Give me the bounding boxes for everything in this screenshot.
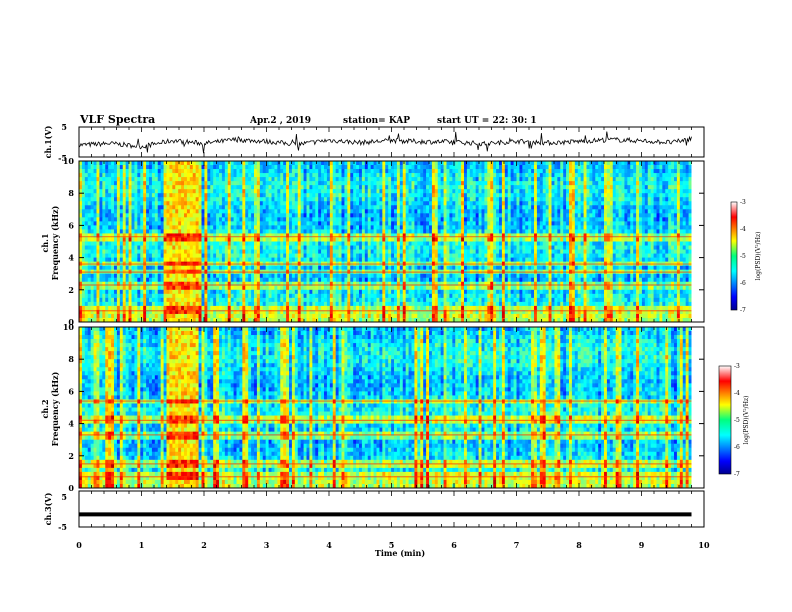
ch3-ytick-bottom: -5 xyxy=(58,522,67,532)
start-time-label: start UT = 22: 30: 1 xyxy=(437,116,537,126)
ch1-waveform-trace xyxy=(78,131,692,154)
time-tick-label: 2 xyxy=(201,540,207,550)
ch1-colorbar-tick: -5 xyxy=(740,253,746,260)
time-tick-label: 1 xyxy=(139,540,145,550)
time-tick-label: 5 xyxy=(389,540,395,550)
ch1-ytick-top: 5 xyxy=(61,122,67,132)
ch2-ytick-label: 10 xyxy=(63,322,75,332)
ch2-frequency-ylabel: Frequency (kHz) xyxy=(50,371,60,446)
ch1-ytick-label: 2 xyxy=(68,285,74,295)
ch1-colorbar-tick: -4 xyxy=(740,226,746,233)
ch2-colorbar-gradient xyxy=(718,365,732,475)
ch2-colorbar-tick: -7 xyxy=(734,471,740,478)
time-axis-label: Time (min) xyxy=(375,548,425,558)
ch2-spectrogram-panel: 0 2 4 6 8 10 ch.2 Frequency (kHz) xyxy=(40,322,705,493)
time-tick-label: 7 xyxy=(514,540,520,550)
ch2-ytick-label: 2 xyxy=(68,451,74,461)
ch1-colorbar-label: log(PSD)(V²/Hz) xyxy=(755,232,762,281)
time-tick-label: 4 xyxy=(326,540,332,550)
ch1-waveform-panel: 5 -5 ch.1(V) xyxy=(43,122,705,163)
ch3-waveform-panel: 5 -5 ch.3(V) xyxy=(43,490,705,532)
date-label: Apr.2 , 2019 xyxy=(249,116,311,126)
time-tick-label: 3 xyxy=(264,540,270,550)
ch2-colorbar-tick: -5 xyxy=(734,417,740,424)
ch1-colorbar: -3 -4 -5 -6 -7 log(PSD)(V²/Hz) xyxy=(730,199,762,314)
ch1-colorbar-tick: -6 xyxy=(740,280,746,287)
ch2-ytick-label: 8 xyxy=(68,354,74,364)
ch3-waveform-ylabel: ch.3(V) xyxy=(43,492,53,525)
ch1-frequency-ylabel: Frequency (kHz) xyxy=(50,205,60,280)
time-tick-label: 6 xyxy=(451,540,457,550)
ch1-ytick-label: 10 xyxy=(63,156,75,166)
ch1-waveform-ylabel: ch.1(V) xyxy=(43,125,53,158)
time-axis-labels: 0 1 2 3 4 5 6 7 8 9 10 xyxy=(76,540,710,550)
ch3-waveform-frame xyxy=(78,490,705,528)
ch1-ytick-bottom: -5 xyxy=(58,153,67,163)
no-data-region xyxy=(691,327,704,488)
ch1-colorbar-tick: -3 xyxy=(740,199,746,206)
ch2-colorbar-tick: -6 xyxy=(734,444,740,451)
ch1-colorbar-tick: -7 xyxy=(740,307,746,314)
ch1-spectrogram-panel: 0 2 4 6 8 10 ch.1 Frequency (kHz) xyxy=(40,156,705,327)
ch2-colorbar-tick: -4 xyxy=(734,390,740,397)
ch2-colorbar: -3 -4 -5 -6 -7 log(PSD)(V²/Hz) xyxy=(718,363,750,478)
ch1-ytick-label: 0 xyxy=(68,317,74,327)
time-axis-ticks xyxy=(78,127,705,527)
time-tick-label: 9 xyxy=(639,540,645,550)
ch2-spectrogram xyxy=(79,327,704,489)
ch2-colorbar-tick: -3 xyxy=(734,363,740,370)
ch2-ytick-label: 4 xyxy=(68,419,74,429)
ch1-spectrogram-ylabel: ch.1 xyxy=(40,233,50,252)
station-label: station= KAP xyxy=(343,116,410,126)
ch1-spectrogram xyxy=(79,161,704,323)
ch3-ytick-top: 5 xyxy=(61,492,67,502)
ch2-spectrogram-ylabel: ch.2 xyxy=(40,399,50,418)
ch1-colorbar-gradient xyxy=(730,201,738,311)
figure-title: VLF Spectra xyxy=(79,113,155,126)
ch1-ytick-label: 8 xyxy=(68,188,74,198)
ch2-ytick-label: 0 xyxy=(68,483,74,493)
ch1-ytick-label: 4 xyxy=(68,253,74,263)
time-tick-label: 10 xyxy=(698,540,710,550)
time-tick-label: 0 xyxy=(76,540,82,550)
time-tick-label: 8 xyxy=(576,540,582,550)
ch1-ytick-label: 6 xyxy=(68,220,74,230)
ch2-ytick-label: 6 xyxy=(68,386,74,396)
no-data-region xyxy=(691,161,704,322)
ch2-colorbar-label: log(PSD)(V²/Hz) xyxy=(743,396,750,445)
